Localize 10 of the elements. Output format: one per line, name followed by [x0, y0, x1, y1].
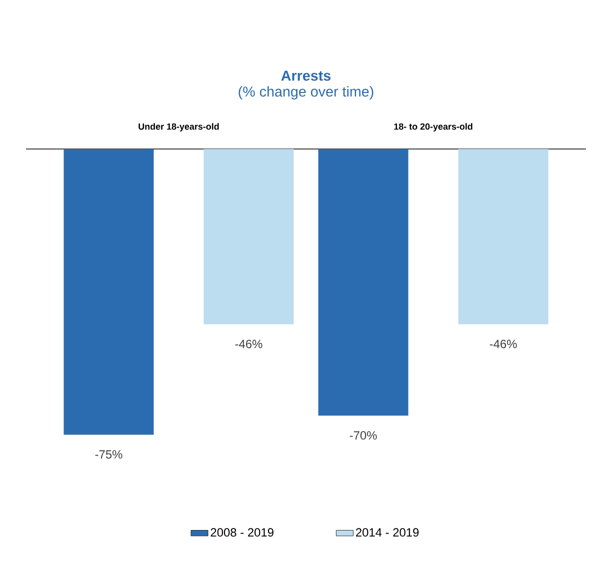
chart-title: Arrests	[281, 70, 331, 81]
data-label: -70%	[350, 431, 377, 440]
data-label: -46%	[490, 340, 517, 348]
x-tick-label: 18- to 20-years-old	[394, 123, 472, 132]
data-label: -46%	[235, 340, 262, 348]
chart-subtitle: (% change over time)	[238, 86, 374, 100]
legend-label: 2008 - 2019	[210, 528, 274, 537]
x-tick-label: Under 18-years-old	[138, 123, 219, 132]
legend-label: 2014 - 2019	[356, 528, 419, 537]
data-label: -75%	[95, 450, 122, 459]
